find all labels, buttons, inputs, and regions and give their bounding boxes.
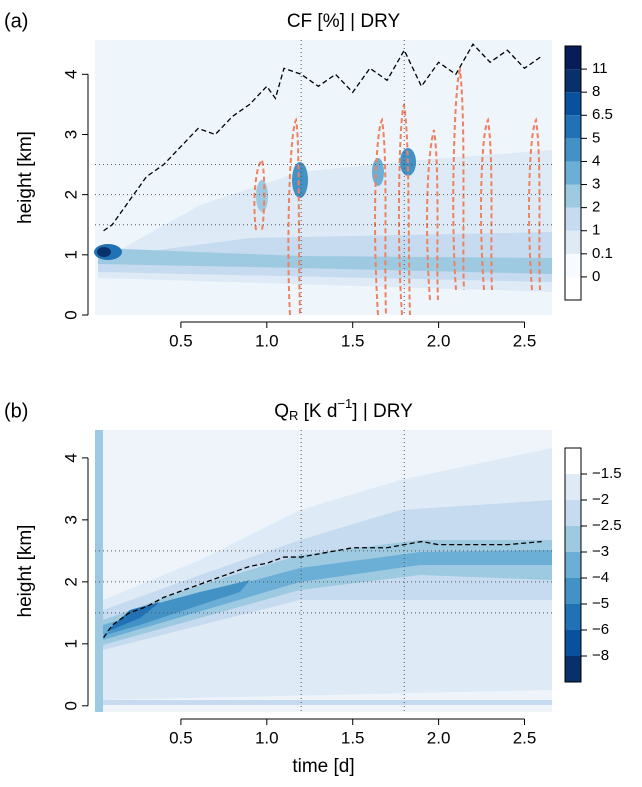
colorbar-label: 4 bbox=[592, 152, 600, 169]
colorbar-box bbox=[565, 448, 581, 474]
colorbar-box bbox=[565, 253, 581, 277]
colorbar-box bbox=[565, 500, 581, 526]
panel-label: (a) bbox=[4, 10, 28, 32]
colorbar-label: 0 bbox=[592, 268, 600, 285]
colorbar-label: −2 bbox=[592, 491, 609, 508]
colorbar-frame bbox=[564, 45, 582, 301]
colorbar-box bbox=[565, 92, 581, 116]
colorbar-label: 2 bbox=[592, 199, 600, 216]
chart-title: QR [K d−1] | DRY bbox=[274, 396, 413, 423]
y-tick-label: 3 bbox=[61, 130, 80, 139]
y-axis-label: height [km] bbox=[15, 131, 36, 224]
field-b bbox=[95, 430, 552, 712]
colorbar-label: 11 bbox=[592, 60, 608, 77]
colorbar-box bbox=[565, 578, 581, 604]
colorbar-label: −2.5 bbox=[592, 517, 622, 534]
colorbar-label: 8 bbox=[592, 83, 600, 100]
colorbar-label: 3 bbox=[592, 176, 600, 193]
x-tick-label: 2.0 bbox=[427, 728, 451, 747]
dashed-line bbox=[103, 43, 543, 232]
y-tick-label: 2 bbox=[61, 577, 80, 586]
title-part: ] | DRY bbox=[352, 401, 413, 422]
colorbar-box bbox=[565, 474, 581, 500]
y-tick-label: 0 bbox=[61, 701, 80, 710]
colorbar-box bbox=[565, 46, 581, 70]
y-tick-label: 1 bbox=[61, 639, 80, 648]
colorbar-label: −5 bbox=[592, 595, 609, 612]
x-tick-label: 1.5 bbox=[341, 728, 365, 747]
colorbar-box bbox=[565, 161, 581, 185]
colorbar-box bbox=[565, 656, 581, 682]
colorbar-label: −8 bbox=[592, 647, 609, 664]
colorbar-label: 0.1 bbox=[592, 245, 613, 262]
colorbar-box bbox=[565, 604, 581, 630]
colorbar-label: −3 bbox=[592, 543, 609, 560]
x-tick-label: 1.0 bbox=[255, 728, 279, 747]
y-tick-label: 3 bbox=[61, 515, 80, 524]
title-part: R bbox=[289, 408, 298, 423]
x-axis-label: time [d] bbox=[292, 756, 354, 777]
x-tick-label: 2.5 bbox=[513, 331, 537, 350]
colorbar-label: −6 bbox=[592, 621, 609, 638]
title-part: −1 bbox=[337, 396, 352, 411]
y-tick-label: 4 bbox=[61, 70, 80, 79]
field-a bbox=[94, 40, 552, 316]
x-tick-label: 2.5 bbox=[513, 728, 537, 747]
colorbar-label: −1.5 bbox=[592, 465, 622, 482]
x-tick-label: 1.5 bbox=[341, 331, 365, 350]
colorbar-label: 6.5 bbox=[592, 106, 613, 123]
title-part: [K d bbox=[298, 401, 337, 422]
colorbar-box bbox=[565, 69, 581, 93]
chart-title: CF [%] | DRY bbox=[287, 11, 401, 32]
colorbar-box bbox=[565, 184, 581, 208]
colorbar-box bbox=[565, 276, 581, 300]
colorbar-box bbox=[565, 230, 581, 254]
colorbar-box bbox=[565, 526, 581, 552]
y-axis-label: height [km] bbox=[15, 525, 36, 618]
x-tick-label: 2.0 bbox=[427, 331, 451, 350]
panel-label: (b) bbox=[4, 400, 28, 422]
y-tick-label: 0 bbox=[61, 310, 80, 319]
colorbar-box bbox=[565, 207, 581, 231]
colorbar-box bbox=[565, 552, 581, 578]
colorbar-label: 5 bbox=[592, 129, 600, 146]
x-tick-label: 0.5 bbox=[169, 331, 193, 350]
y-tick-label: 1 bbox=[61, 250, 80, 259]
colorbar-frame bbox=[564, 447, 582, 683]
dashed-line bbox=[103, 540, 542, 638]
x-tick-label: 0.5 bbox=[169, 728, 193, 747]
colorbar-box bbox=[565, 138, 581, 162]
colorbar-label: 1 bbox=[592, 222, 600, 239]
colorbar-label: −4 bbox=[592, 569, 609, 586]
y-tick-label: 4 bbox=[61, 453, 80, 462]
colorbar-box bbox=[565, 630, 581, 656]
x-tick-label: 1.0 bbox=[255, 331, 279, 350]
title-part: Q bbox=[274, 401, 289, 422]
colorbar-box bbox=[565, 115, 581, 139]
y-tick-label: 2 bbox=[61, 190, 80, 199]
